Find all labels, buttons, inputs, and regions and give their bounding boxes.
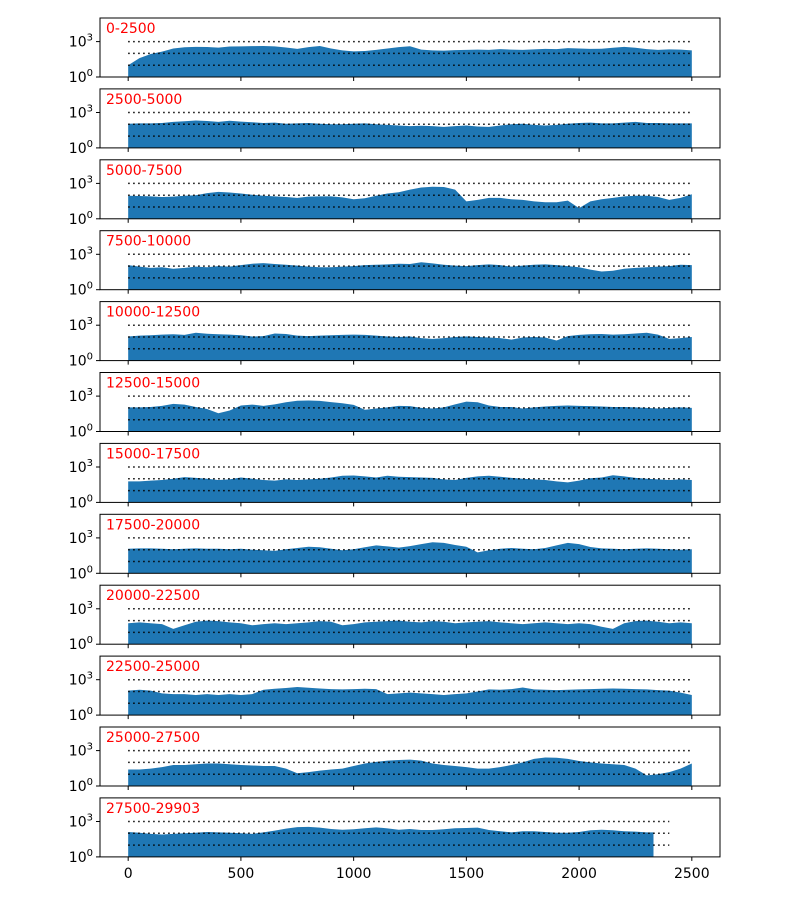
- y-tick-label: 103: [69, 174, 93, 192]
- panel-4: 100 103 10000-12500: [69, 301, 721, 370]
- axes-frame: [99, 159, 721, 220]
- axes-frame: [99, 442, 721, 503]
- x-tick-label: 500: [228, 866, 255, 882]
- panel-3: 100 103 7500-10000: [69, 230, 721, 299]
- axes-frame: [99, 230, 721, 291]
- series-area: [128, 332, 692, 361]
- panel-0: 100 103 0-2500: [69, 17, 721, 86]
- y-tick-label: 100: [69, 848, 93, 866]
- x-tick-label: 1000: [336, 866, 372, 882]
- series-area: [128, 120, 692, 148]
- x-tick-label: 2000: [561, 866, 597, 882]
- panel-label: 2500-5000: [106, 92, 182, 108]
- axes-frame: [99, 301, 721, 362]
- series-area: [128, 620, 692, 645]
- axes-frame: [99, 584, 721, 645]
- y-tick-label: 103: [69, 813, 93, 831]
- axes-frame: [99, 372, 721, 432]
- axes-frame: [99, 797, 721, 858]
- y-tick-label: 103: [69, 529, 93, 547]
- axes-frame: [99, 513, 721, 574]
- y-tick-label: 100: [69, 777, 93, 795]
- axes-frame: [99, 17, 721, 78]
- y-tick-label: 103: [69, 671, 93, 689]
- panel-label: 0-2500: [106, 21, 156, 37]
- panel-2: 100 103 5000-7500: [69, 159, 721, 228]
- panel-label: 5000-7500: [106, 163, 182, 179]
- panel-5: 100 103 12500-15000: [69, 372, 721, 441]
- panel-9: 100 103 22500-25000: [69, 655, 721, 724]
- series-area: [128, 46, 692, 77]
- y-tick-label: 103: [69, 33, 93, 51]
- axes-frame: [99, 726, 721, 787]
- x-tick-label: 1500: [449, 866, 485, 882]
- axes-frame: [99, 88, 721, 149]
- series-area: [128, 186, 692, 219]
- y-tick-label: 100: [69, 564, 93, 582]
- series-area: [128, 687, 692, 716]
- y-tick-label: 103: [69, 316, 93, 334]
- panel-label: 10000-12500: [106, 305, 200, 321]
- y-tick-label: 100: [69, 423, 93, 441]
- y-tick-label: 100: [69, 139, 93, 157]
- panel-label: 22500-25000: [106, 659, 200, 675]
- panel-11: 100 103 27500-29903: [69, 797, 721, 866]
- panel-7: 100 103 17500-20000: [69, 513, 721, 582]
- panel-10: 100 103 25000-27500: [69, 726, 721, 795]
- series-area: [128, 542, 692, 574]
- panel-label: 25000-27500: [106, 730, 200, 746]
- y-tick-label: 103: [69, 458, 93, 476]
- y-tick-label: 103: [69, 387, 93, 405]
- series-area: [128, 262, 692, 290]
- y-tick-label: 100: [69, 635, 93, 653]
- y-tick-label: 103: [69, 600, 93, 618]
- panel-6: 100 103 15000-17500: [69, 442, 721, 511]
- series-area: [128, 757, 692, 786]
- y-tick-label: 100: [69, 210, 93, 228]
- panel-label: 7500-10000: [106, 234, 191, 250]
- series-area: [128, 826, 654, 857]
- panel-label: 27500-29903: [106, 801, 200, 817]
- panel-label: 20000-22500: [106, 588, 200, 604]
- y-tick-label: 100: [69, 706, 93, 724]
- panel-label: 15000-17500: [106, 446, 200, 462]
- x-tick-label: 0: [124, 866, 133, 882]
- panel-8: 100 103 20000-22500: [69, 584, 721, 653]
- y-tick-label: 100: [69, 493, 93, 511]
- y-tick-label: 103: [69, 742, 93, 760]
- panel-label: 12500-15000: [106, 376, 200, 392]
- x-tick-label: 2500: [674, 866, 710, 882]
- series-area: [128, 475, 692, 503]
- y-tick-label: 103: [69, 104, 93, 122]
- y-tick-label: 100: [69, 68, 93, 86]
- panel-label: 17500-20000: [106, 517, 200, 533]
- panel-1: 100 103 2500-5000: [69, 88, 721, 157]
- y-tick-label: 100: [69, 352, 93, 370]
- axes-frame: [99, 655, 721, 716]
- series-area: [128, 400, 692, 432]
- y-tick-label: 100: [69, 281, 93, 299]
- y-tick-label: 103: [69, 245, 93, 263]
